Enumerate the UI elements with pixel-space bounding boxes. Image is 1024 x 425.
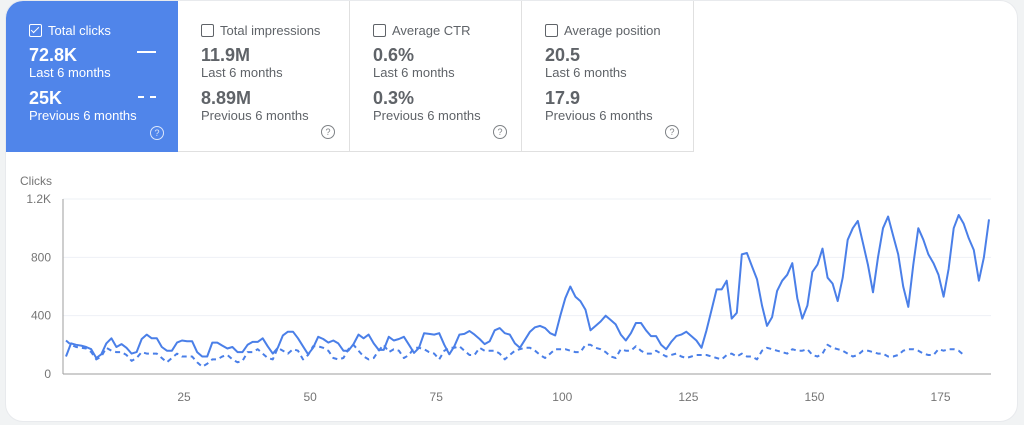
solid-legend-icon bbox=[137, 51, 156, 53]
metric-card-total-clicks[interactable]: Total clicks 72.8K Last 6 months 25K Pre… bbox=[6, 1, 178, 152]
checkbox-icon[interactable] bbox=[545, 24, 558, 37]
metric-card-average-position[interactable]: Average position 20.5 Last 6 months 17.9… bbox=[522, 1, 694, 152]
checkbox-icon[interactable] bbox=[29, 24, 42, 37]
previous-value: 8.89M bbox=[201, 88, 252, 108]
help-icon[interactable]: ? bbox=[665, 125, 679, 139]
current-period-label: Last 6 months bbox=[373, 65, 455, 80]
previous-period-label: Previous 6 months bbox=[545, 108, 653, 123]
metric-label[interactable]: Total impressions bbox=[201, 23, 349, 38]
solid-series-line bbox=[65, 214, 990, 359]
metric-card-total-impressions[interactable]: Total impressions 11.9M Last 6 months 8.… bbox=[178, 1, 350, 152]
previous-value: 25K bbox=[29, 88, 63, 108]
x-tick-label: 100 bbox=[552, 390, 572, 404]
help-icon[interactable]: ? bbox=[321, 125, 335, 139]
previous-period-label: Previous 6 months bbox=[29, 108, 137, 123]
dashed-legend-icon bbox=[138, 96, 156, 98]
metric-card-average-ctr[interactable]: Average CTR 0.6% Last 6 months 0.3% Prev… bbox=[350, 1, 522, 152]
metric-label[interactable]: Average position bbox=[545, 23, 693, 38]
x-tick-label: 125 bbox=[678, 390, 698, 404]
x-tick-label: 175 bbox=[931, 390, 951, 404]
current-value: 11.9M bbox=[201, 45, 251, 65]
metric-label[interactable]: Average CTR bbox=[373, 23, 521, 38]
checkbox-icon[interactable] bbox=[201, 24, 214, 37]
checkbox-icon[interactable] bbox=[373, 24, 386, 37]
y-axis-label: Clicks bbox=[20, 174, 52, 188]
current-period-label: Last 6 months bbox=[201, 65, 283, 80]
x-tick-label: 75 bbox=[430, 390, 444, 404]
current-period-label: Last 6 months bbox=[29, 65, 111, 80]
help-icon[interactable]: ? bbox=[493, 125, 507, 139]
x-tick-label: 25 bbox=[177, 390, 191, 404]
current-period-label: Last 6 months bbox=[545, 65, 627, 80]
previous-value: 17.9 bbox=[545, 88, 581, 108]
x-tick-label: 50 bbox=[303, 390, 317, 404]
help-icon[interactable]: ? bbox=[150, 126, 164, 140]
previous-period-label: Previous 6 months bbox=[201, 108, 309, 123]
clicks-chart: Clicks 0 400 800 1.2K 25 50 75 100 125 150 175 bbox=[20, 174, 991, 404]
y-tick-label: 1.2K bbox=[26, 192, 51, 206]
current-value: 72.8K bbox=[29, 45, 78, 65]
y-tick-label: 800 bbox=[31, 250, 51, 264]
y-tick-label: 400 bbox=[31, 309, 51, 323]
dashed-series-line bbox=[65, 339, 965, 368]
previous-value: 0.3% bbox=[373, 88, 415, 108]
x-tick-label: 150 bbox=[804, 390, 824, 404]
current-value: 0.6% bbox=[373, 45, 415, 65]
current-value: 20.5 bbox=[545, 45, 581, 65]
y-tick-label: 0 bbox=[44, 367, 51, 381]
performance-panel: Total clicks 72.8K Last 6 months 25K Pre… bbox=[5, 0, 1018, 422]
metric-label[interactable]: Total clicks bbox=[29, 23, 178, 38]
previous-period-label: Previous 6 months bbox=[373, 108, 481, 123]
